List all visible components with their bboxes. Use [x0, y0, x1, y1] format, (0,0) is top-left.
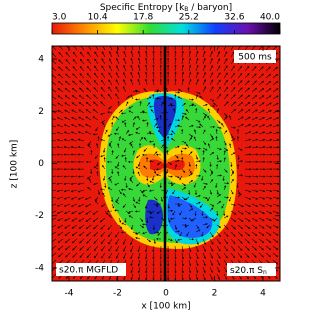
x-tick-label: 2 [212, 289, 218, 299]
time-label: 500 ms [238, 53, 272, 63]
colorbar-tick-label: 10.4 [88, 13, 108, 23]
y-axis-label: z [100 km] [10, 140, 20, 189]
field-image [50, 44, 280, 281]
x-tick-label: -2 [113, 289, 122, 299]
right-label: s20.π Sn [230, 266, 267, 276]
colorbar-tick-label: 40.0 [260, 13, 280, 23]
colorbar-tick-label: 3.0 [52, 13, 67, 23]
y-tick-label: 2 [38, 107, 44, 117]
y-tick-label: -4 [35, 263, 44, 273]
left-label: s20.π MGFLD [59, 266, 118, 276]
y-tick-label: 4 [38, 55, 44, 65]
x-tick-label: 0 [163, 289, 169, 299]
x-tick-label: -4 [64, 289, 73, 299]
y-tick-label: 0 [38, 159, 44, 169]
x-tick-label: 4 [260, 289, 266, 299]
colorbar-tick-label: 32.6 [224, 13, 244, 23]
colorbar-tick-label: 17.8 [133, 13, 153, 23]
colorbar [52, 23, 280, 34]
colorbar-label: Specific Entropy [kB / baryon] [100, 3, 232, 13]
y-tick-label: -2 [35, 211, 44, 221]
x-axis-label: x [100 km] [141, 302, 190, 312]
figure: Specific Entropy [kB / baryon] 500 ms s2… [0, 0, 316, 316]
colorbar-tick-label: 25.2 [179, 13, 199, 23]
